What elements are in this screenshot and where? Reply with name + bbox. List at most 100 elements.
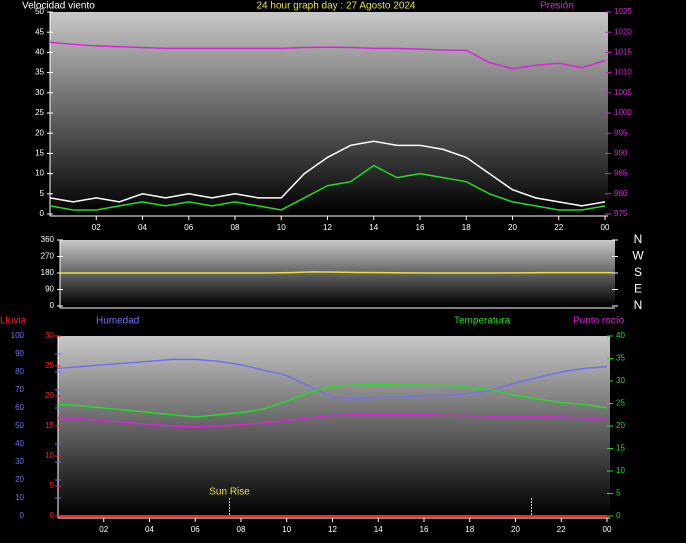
- y2-tick-label: 1015: [614, 48, 632, 57]
- y2-axis-title: Presión: [540, 1, 574, 12]
- x-tick-label: 18: [462, 223, 471, 232]
- y-tick-label: 25: [35, 108, 44, 117]
- y2-tick-label: 1000: [614, 108, 632, 117]
- legend-entry: Lluvia: [0, 316, 27, 327]
- y3-tick-label: 10: [45, 451, 54, 460]
- y2-tick-label: 40: [616, 331, 625, 340]
- y2-tick-label: 35: [616, 354, 625, 363]
- y2-tick-label: 995: [614, 128, 628, 137]
- y2-tick-label: 1020: [614, 27, 632, 36]
- x-tick-label: 22: [557, 525, 566, 534]
- x-tick-label: 16: [416, 223, 425, 232]
- x-tick-label: 20: [508, 223, 517, 232]
- y2-tick-label: 25: [616, 399, 625, 408]
- x-tick-label: 08: [231, 223, 240, 232]
- y-tick-label: 40: [15, 439, 24, 448]
- y-tick-label: 35: [35, 68, 44, 77]
- y-tick-label: 30: [35, 88, 44, 97]
- y3-tick-label: 0: [50, 511, 55, 520]
- y-tick-label: 15: [35, 149, 44, 158]
- y-tick-label: 60: [15, 403, 24, 412]
- y-tick-label: 90: [15, 349, 24, 358]
- x-tick-label: 14: [369, 223, 378, 232]
- y-tick-label: 30: [15, 457, 24, 466]
- x-tick-label: 00: [603, 525, 612, 534]
- y-tick-label: 0: [40, 209, 45, 218]
- x-tick-label: 10: [282, 525, 291, 534]
- y-tick-label: 70: [15, 385, 24, 394]
- y2-tick-label: 1025: [614, 7, 632, 16]
- y2-tick-label: N: [634, 232, 643, 246]
- y2-tick-label: 1005: [614, 88, 632, 97]
- y3-tick-label: 30: [45, 331, 54, 340]
- y2-tick-label: 990: [614, 149, 628, 158]
- x-tick-label: 08: [237, 525, 246, 534]
- y-tick-label: 5: [40, 189, 45, 198]
- x-tick-label: 16: [420, 525, 429, 534]
- y2-tick-label: 20: [616, 421, 625, 430]
- y-tick-label: 80: [15, 367, 24, 376]
- y2-tick-label: W: [632, 249, 644, 263]
- legend-entry: Punto rocío: [573, 316, 625, 327]
- x-tick-label: 04: [138, 223, 147, 232]
- y-tick-label: 50: [15, 421, 24, 430]
- y-tick-label: 180: [41, 268, 55, 277]
- x-tick-label: 22: [554, 223, 563, 232]
- y-tick-label: 10: [35, 169, 44, 178]
- x-tick-label: 12: [328, 525, 337, 534]
- y2-tick-label: S: [634, 265, 642, 279]
- x-tick-label: 20: [511, 525, 520, 534]
- y2-tick-label: N: [634, 298, 643, 312]
- series-line: [57, 358, 608, 400]
- y-tick-label: 0: [20, 511, 25, 520]
- y2-tick-label: 975: [614, 209, 628, 218]
- x-tick-label: 02: [92, 223, 101, 232]
- series-line: [57, 414, 608, 428]
- plot-area: [50, 12, 608, 214]
- y-tick-label: 50: [35, 7, 44, 16]
- legend-entry: Temperatura: [454, 316, 511, 327]
- annotation: Sun Rise: [209, 487, 250, 498]
- x-tick-label: 00: [601, 223, 610, 232]
- y2-tick-label: 10: [616, 466, 625, 475]
- x-tick-label: 18: [465, 525, 474, 534]
- x-tick-label: 14: [374, 525, 383, 534]
- plot-area: [58, 336, 610, 516]
- y-tick-label: 360: [41, 235, 55, 244]
- x-tick-label: 10: [277, 223, 286, 232]
- y-tick-label: 45: [35, 27, 44, 36]
- y-tick-label: 100: [11, 331, 25, 340]
- y-tick-label: 20: [15, 475, 24, 484]
- y2-tick-label: 1010: [614, 68, 632, 77]
- y2-tick-label: 980: [614, 189, 628, 198]
- y-tick-label: 10: [15, 493, 24, 502]
- y2-tick-label: E: [634, 282, 642, 296]
- series-line: [60, 271, 612, 274]
- legend-entry: Humedad: [96, 316, 139, 327]
- x-tick-label: 02: [99, 525, 108, 534]
- y2-tick-label: 0: [616, 511, 621, 520]
- y3-tick-label: 5: [50, 481, 55, 490]
- x-tick-label: 06: [184, 223, 193, 232]
- chart-title: 24 hour graph day : 27 Agosto 2024: [256, 1, 415, 12]
- y-tick-label: 270: [41, 252, 55, 261]
- series-line: [49, 164, 606, 211]
- y2-tick-label: 15: [616, 444, 625, 453]
- y-tick-label: 40: [35, 48, 44, 57]
- y3-tick-label: 25: [45, 361, 54, 370]
- y-tick-label: 20: [35, 128, 44, 137]
- y3-tick-label: 20: [45, 391, 54, 400]
- y-axis-title: Velocidad viento: [22, 1, 95, 12]
- y2-tick-label: 30: [616, 376, 625, 385]
- y2-tick-label: 985: [614, 169, 628, 178]
- series-line: [49, 140, 606, 207]
- y2-tick-label: 5: [616, 489, 621, 498]
- y3-tick-label: 15: [45, 421, 54, 430]
- x-tick-label: 04: [145, 525, 154, 534]
- y-tick-label: 90: [45, 285, 54, 294]
- y-tick-label: 0: [50, 301, 55, 310]
- series-line: [49, 41, 606, 70]
- x-tick-label: 12: [323, 223, 332, 232]
- series-line: [57, 383, 608, 418]
